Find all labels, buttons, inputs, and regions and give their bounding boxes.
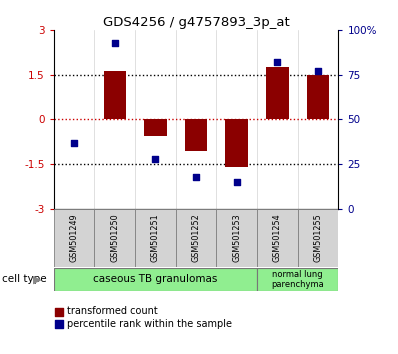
Point — [274, 59, 281, 65]
FancyBboxPatch shape — [94, 209, 135, 267]
FancyBboxPatch shape — [54, 209, 94, 267]
Text: cell type: cell type — [2, 274, 47, 284]
Point — [152, 156, 158, 162]
Text: normal lung
parenchyma: normal lung parenchyma — [271, 270, 324, 289]
Bar — [144, 120, 166, 136]
Bar — [266, 67, 289, 120]
Bar — [185, 120, 207, 151]
Text: GSM501255: GSM501255 — [314, 214, 322, 262]
FancyBboxPatch shape — [176, 209, 217, 267]
Point — [71, 140, 77, 145]
Point — [193, 174, 199, 179]
Point — [234, 179, 240, 185]
FancyBboxPatch shape — [257, 209, 298, 267]
Text: GSM501251: GSM501251 — [151, 214, 160, 262]
Text: GSM501254: GSM501254 — [273, 214, 282, 262]
Bar — [103, 71, 126, 120]
FancyBboxPatch shape — [217, 209, 257, 267]
FancyBboxPatch shape — [135, 209, 176, 267]
Text: GSM501249: GSM501249 — [70, 214, 78, 262]
Text: ▶: ▶ — [33, 274, 41, 284]
FancyBboxPatch shape — [54, 268, 257, 291]
Text: GSM501252: GSM501252 — [191, 214, 201, 262]
Point — [111, 40, 118, 45]
Bar — [63, 119, 85, 120]
Legend: transformed count, percentile rank within the sample: transformed count, percentile rank withi… — [52, 302, 236, 333]
Text: caseous TB granulomas: caseous TB granulomas — [93, 274, 218, 284]
Point — [315, 68, 321, 74]
FancyBboxPatch shape — [257, 268, 338, 291]
Bar — [226, 120, 248, 167]
Title: GDS4256 / g4757893_3p_at: GDS4256 / g4757893_3p_at — [103, 16, 289, 29]
Text: GSM501253: GSM501253 — [232, 214, 241, 262]
Bar — [307, 75, 329, 120]
FancyBboxPatch shape — [298, 209, 338, 267]
Text: GSM501250: GSM501250 — [110, 214, 119, 262]
